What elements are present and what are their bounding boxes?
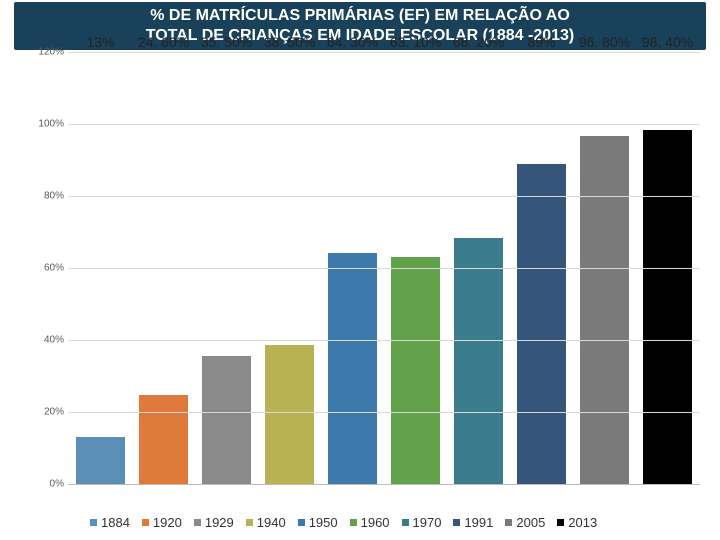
legend-swatch	[505, 519, 512, 526]
legend-swatch	[142, 519, 149, 526]
legend-label: 1991	[464, 515, 493, 530]
legend-label: 1970	[413, 515, 442, 530]
legend-swatch	[298, 519, 305, 526]
legend-item: 1940	[246, 515, 286, 530]
bar-value-label: 68. 20%	[453, 34, 504, 50]
bar: 13%	[76, 437, 125, 484]
x-axis	[68, 484, 700, 506]
legend-item: 1991	[453, 515, 493, 530]
bar: 68. 20%	[454, 238, 503, 484]
ytick-label: 80%	[44, 190, 64, 201]
gridline	[68, 412, 700, 413]
legend-item: 1920	[142, 515, 182, 530]
bar-value-label: 13%	[86, 34, 114, 50]
bar-value-label: 98. 40%	[642, 34, 693, 50]
ytick-label: 0%	[50, 479, 64, 490]
gridline	[68, 124, 700, 125]
bar: 89%	[517, 164, 566, 484]
legend-swatch	[350, 519, 357, 526]
legend-item: 1970	[402, 515, 442, 530]
legend-label: 1940	[257, 515, 286, 530]
plot-area: 13% 24. 60% 35. 50% 38. 50% 64. 30% 63. 10% 68…	[68, 52, 700, 484]
legend-item: 2005	[505, 515, 545, 530]
bar: 35. 50%	[202, 356, 251, 484]
bar-value-label: 38. 50%	[264, 34, 315, 50]
legend-label: 1920	[153, 515, 182, 530]
bar: 64. 30%	[328, 253, 377, 484]
legend-label: 2005	[516, 515, 545, 530]
page: % DE MATRÍCULAS PRIMÁRIAS (EF) EM RELAÇÃ…	[0, 0, 720, 540]
legend-swatch	[90, 519, 97, 526]
bar-value-label: 96. 80%	[579, 34, 630, 50]
legend-label: 1950	[309, 515, 338, 530]
chart-title-line1: % DE MATRÍCULAS PRIMÁRIAS (EF) EM RELAÇÃ…	[146, 6, 575, 26]
bar-value-label: 24. 60%	[138, 34, 189, 50]
legend-label: 2013	[568, 515, 597, 530]
legend-item: 1884	[90, 515, 130, 530]
ytick-label: 60%	[44, 263, 64, 274]
legend-item: 1960	[350, 515, 390, 530]
ytick-label: 100%	[38, 118, 64, 129]
legend-item: 2013	[557, 515, 597, 530]
bar-value-label: 63. 10%	[390, 34, 441, 50]
legend-swatch	[194, 519, 201, 526]
gridline	[68, 340, 700, 341]
bar: 24. 60%	[139, 395, 188, 484]
legend-label: 1884	[101, 515, 130, 530]
bar: 98. 40%	[643, 130, 692, 484]
bar: 96. 80%	[580, 136, 629, 484]
legend-swatch	[557, 519, 564, 526]
bar: 63. 10%	[391, 257, 440, 484]
bar: 38. 50%	[265, 345, 314, 484]
gridline	[68, 196, 700, 197]
legend-item: 1929	[194, 515, 234, 530]
bar-value-label: 89%	[527, 34, 555, 50]
legend-swatch	[402, 519, 409, 526]
gridline	[68, 268, 700, 269]
ytick-label: 120%	[38, 47, 64, 58]
chart-area: 0%20%40%60%80%100%120% 13%24. 60%35. 50%…	[28, 52, 706, 506]
legend-swatch	[453, 519, 460, 526]
gridline	[68, 52, 700, 53]
ytick-label: 20%	[44, 407, 64, 418]
ytick-label: 40%	[44, 334, 64, 345]
legend-label: 1960	[361, 515, 390, 530]
legend-label: 1929	[205, 515, 234, 530]
legend-swatch	[246, 519, 253, 526]
y-axis: 0%20%40%60%80%100%120%	[28, 52, 68, 484]
bar-value-label: 35. 50%	[201, 34, 252, 50]
bar-value-label: 64. 30%	[327, 34, 378, 50]
legend-item: 1950	[298, 515, 338, 530]
legend: 1884 1920 1929 1940 1950 1960 1970 1991 2005 2013	[90, 512, 706, 532]
